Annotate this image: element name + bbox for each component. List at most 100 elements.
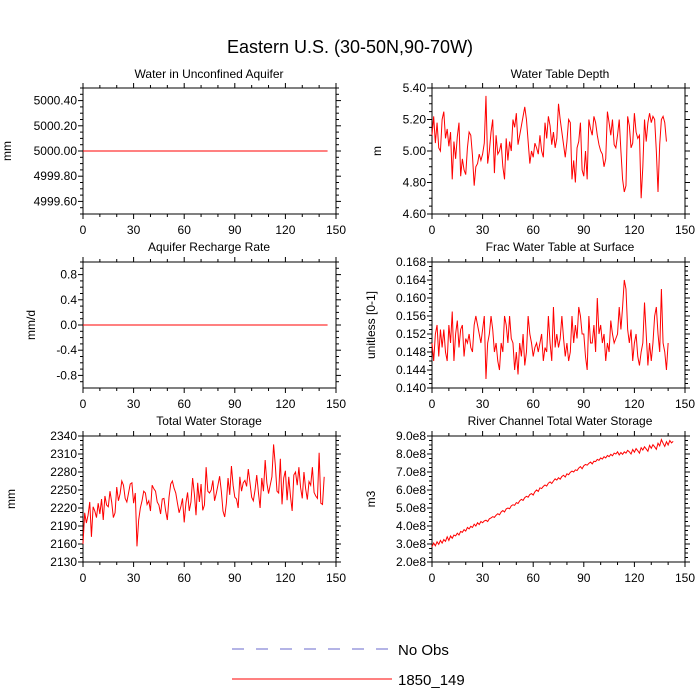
y-axis-label: mm [4,489,18,509]
y-tick-label: 0.148 [396,345,426,359]
y-tick-label: 2.0e8 [396,555,426,569]
x-tick-label: 0 [429,397,436,411]
y-tick-label: 5.20 [403,113,427,127]
panel-title: Frac Water Table at Surface [486,240,635,254]
panel-frac-water-table-at-surface: Frac Water Table at Surface unitless [0-… [364,240,695,411]
x-tick-label: 120 [275,571,295,585]
y-tick-label: 0.152 [396,327,426,341]
panel-title: Aquifer Recharge Rate [148,240,270,254]
plot-frame [431,435,686,563]
x-tick-label: 120 [275,223,295,237]
series-line-1850-149 [431,438,674,547]
x-tick-label: 60 [527,571,541,585]
panel-title: Total Water Storage [156,414,262,428]
x-tick-label: 150 [326,397,346,411]
y-tick-label: 2340 [50,429,77,443]
y-tick-label: 4999.60 [34,194,78,208]
y-tick-label: 7.0e8 [396,465,426,479]
x-tick-label: 150 [675,571,695,585]
y-tick-label: 4.0e8 [396,519,426,533]
x-tick-label: 0 [429,571,436,585]
y-tick-label: 4.60 [403,207,427,221]
y-tick-label: 4.80 [403,176,427,190]
y-axis-label: m [370,146,384,156]
x-tick-label: 60 [527,397,541,411]
legend: No Obs 1850_149 [232,642,465,689]
panel-title: Water Table Depth [511,67,610,81]
x-tick-label: 30 [127,397,141,411]
y-tick-label: 0.8 [60,268,77,282]
y-tick-label: 0.164 [396,273,426,287]
plot-frame [431,261,686,389]
x-tick-label: 0 [80,397,87,411]
y-tick-label: 0.156 [396,309,426,323]
panel-aquifer-recharge-rate: Aquifer Recharge Rate mm/d 0 30 60 90 120 150… [24,240,346,411]
x-tick-label: 30 [127,571,141,585]
x-tick-label: 150 [675,397,695,411]
y-axis-label: unitless [0-1] [364,291,378,359]
y-tick-label: 2250 [50,483,77,497]
y-tick-label: 0.168 [396,255,426,269]
x-tick-label: 150 [675,223,695,237]
y-tick-label: 0.4 [60,293,77,307]
x-tick-label: 30 [476,397,490,411]
y-tick-label: 5.40 [403,81,427,95]
y-tick-label: 4999.80 [34,169,78,183]
panel-river-channel-total-water-storage: River Channel Total Water Storage m3 0 30… [364,414,695,585]
y-axis-label: mm [0,141,14,161]
x-tick-label: 60 [178,571,192,585]
x-tick-label: 30 [476,223,490,237]
y-tick-label: 5000.20 [34,119,78,133]
y-tick-label: 5.00 [403,144,427,158]
plot-frame [82,435,337,563]
y-tick-label: -0.8 [56,368,77,382]
x-tick-label: 90 [228,223,242,237]
panel-title: River Channel Total Water Storage [468,414,653,428]
y-tick-label: 5000.00 [34,144,78,158]
x-tick-label: 90 [577,571,591,585]
x-tick-label: 0 [80,571,87,585]
x-tick-label: 120 [624,571,644,585]
y-tick-label: 2310 [50,447,77,461]
y-tick-label: 0.0 [60,318,77,332]
y-tick-label: 5.0e8 [396,501,426,515]
x-tick-label: 120 [624,223,644,237]
legend-label-1850-149: 1850_149 [398,672,465,689]
x-tick-label: 90 [577,223,591,237]
y-axis-label: mm/d [24,310,38,340]
y-tick-label: 2220 [50,501,77,515]
x-tick-label: 90 [228,571,242,585]
panel-water-in-unconfined-aquifer: Water in Unconfined Aquifer mm 0 30 60 90 12… [0,67,346,237]
series-line-1850-149 [431,95,667,199]
series-line-1850-149 [82,444,325,547]
x-tick-label: 60 [527,223,541,237]
y-tick-label: 9.0e8 [396,429,426,443]
y-tick-label: 5000.40 [34,94,78,108]
x-tick-label: 0 [80,223,87,237]
y-tick-label: 2280 [50,465,77,479]
y-tick-label: 2130 [50,555,77,569]
x-tick-label: 60 [178,397,192,411]
x-tick-label: 60 [178,223,192,237]
x-tick-label: 90 [228,397,242,411]
panel-title: Water in Unconfined Aquifer [135,67,284,81]
panel-water-table-depth: Water Table Depth m 0 30 60 90 120 150 4.60 4.8… [370,67,695,237]
x-tick-label: 150 [326,571,346,585]
y-tick-label: 0.144 [396,363,426,377]
panel-total-water-storage: Total Water Storage mm 0 30 60 90 120 150 2130… [4,414,346,585]
x-tick-label: 90 [577,397,591,411]
y-tick-label: 8.0e8 [396,447,426,461]
x-tick-label: 120 [624,397,644,411]
y-tick-label: -0.4 [56,343,77,357]
x-tick-label: 30 [127,223,141,237]
x-tick-label: 0 [429,223,436,237]
figure-title: Eastern U.S. (30-50N,90-70W) [227,37,473,57]
y-tick-label: 0.140 [396,381,426,395]
x-tick-label: 120 [275,397,295,411]
y-tick-label: 6.0e8 [396,483,426,497]
legend-label-no-obs: No Obs [398,642,449,659]
y-axis-label: m3 [364,490,378,507]
y-tick-label: 0.160 [396,291,426,305]
y-tick-label: 2160 [50,537,77,551]
